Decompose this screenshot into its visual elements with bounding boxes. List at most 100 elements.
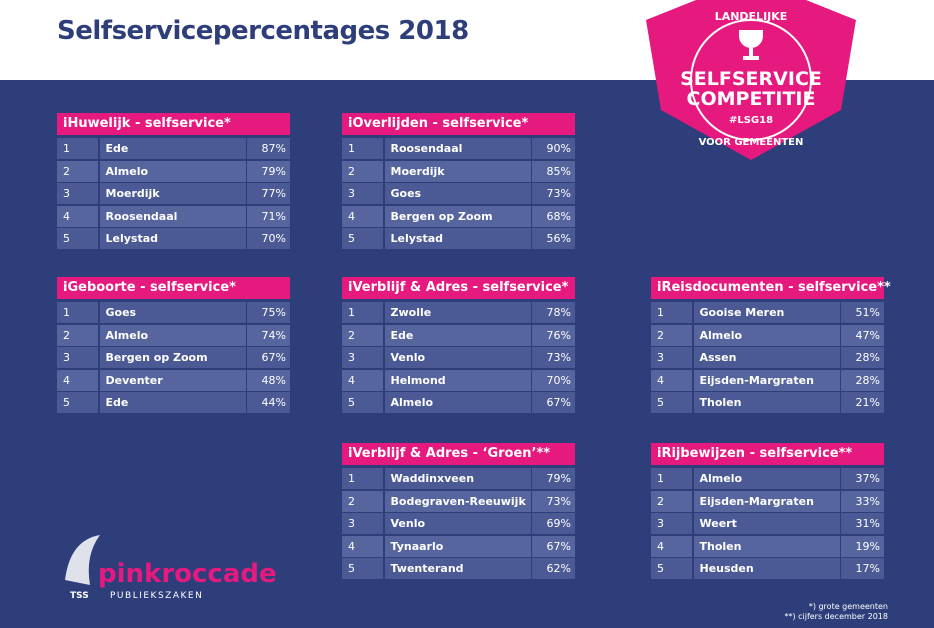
percentage: 19% [841,535,884,557]
percentage: 79% [532,468,575,489]
table-row: 5 Tholen 21% [651,392,884,413]
percentage: 21% [841,392,884,413]
municipality: Bergen op Zoom [384,205,531,227]
municipality: Almelo [384,392,531,413]
rank: 3 [57,183,98,204]
rank: 5 [651,558,692,579]
rank: 2 [342,160,383,182]
footnotes: *) grote gemeenten **) cijfers december … [784,602,888,622]
table-row: 1 Ede 87% [57,138,290,159]
rank: 1 [57,138,98,159]
rank: 4 [342,205,383,227]
rank: 2 [342,324,383,346]
table-row: 3 Venlo 73% [342,347,575,368]
table-row: 1 Gooise Meren 51% [651,302,884,323]
logo-name: pinkroccade [98,559,277,589]
rank: 2 [342,490,383,512]
table-row: 2 Moerdijk 85% [342,160,575,182]
municipality: Tholen [693,392,840,413]
table-row: 4 Helmond 70% [342,369,575,391]
table-row: 1 Waddinxveen 79% [342,468,575,489]
table-title: iGeboorte - selfservice* [57,277,290,299]
badge-bottom: VOOR GEMEENTEN [699,137,804,148]
percentage: 78% [532,302,575,323]
rank: 1 [342,468,383,489]
rank: 3 [57,347,98,368]
table-title: iOverlijden - selfservice* [342,113,575,135]
table-row: 2 Almelo 79% [57,160,290,182]
percentage: 67% [247,347,290,368]
table-row: 5 Almelo 67% [342,392,575,413]
table-row: 1 Zwolle 78% [342,302,575,323]
percentage: 73% [532,347,575,368]
table-title: iRijbewijzen - selfservice** [651,443,884,465]
table-row: 1 Almelo 37% [651,468,884,489]
rank: 1 [342,138,383,159]
rank: 4 [57,369,98,391]
municipality: Eijsden-Margraten [693,369,840,391]
table-row: 3 Goes 73% [342,183,575,204]
municipality: Bergen op Zoom [99,347,246,368]
percentage: 70% [532,369,575,391]
municipality: Venlo [384,347,531,368]
percentage: 73% [532,183,575,204]
municipality: Tynaarlo [384,535,531,557]
page-title: Selfservicepercentages 2018 [57,16,469,46]
badge-line1: SELFSERVICE [680,68,822,90]
logo: pinkroccade TSS PUBLIEKSZAKEN [65,535,277,601]
percentage: 87% [247,138,290,159]
municipality: Heusden [693,558,840,579]
table-row: 4 Tholen 19% [651,535,884,557]
municipality: Roosendaal [99,205,246,227]
table-row: 2 Almelo 74% [57,324,290,346]
percentage: 85% [532,160,575,182]
table-title: iVerblijf & Adres - ‘Groen’** [342,443,575,465]
table-row: 3 Weert 31% [651,513,884,534]
percentage: 56% [532,228,575,249]
table-row: 4 Bergen op Zoom 68% [342,205,575,227]
table-row: 5 Lelystad 70% [57,228,290,249]
table-row: 4 Deventer 48% [57,369,290,391]
rank: 3 [651,347,692,368]
percentage: 71% [247,205,290,227]
municipality: Weert [693,513,840,534]
municipality: Almelo [99,160,246,182]
table-row: 5 Lelystad 56% [342,228,575,249]
rank: 5 [342,228,383,249]
logo-sub: PUBLIEKSZAKEN [110,591,203,601]
percentage: 37% [841,468,884,489]
rank: 4 [651,369,692,391]
table-title: iReisdocumenten - selfservice** [651,277,891,299]
ranking-table: iGeboorte - selfservice* 1 Goes 75% 2 Almelo 7… [57,277,290,415]
table-row: 2 Almelo 47% [651,324,884,346]
municipality: Eijsden-Margraten [693,490,840,512]
percentage: 74% [247,324,290,346]
rank: 5 [342,558,383,579]
percentage: 28% [841,347,884,368]
table-row: 3 Venlo 69% [342,513,575,534]
municipality: Almelo [99,324,246,346]
percentage: 51% [841,302,884,323]
municipality: Helmond [384,369,531,391]
ranking-table: iVerblijf & Adres - ‘Groen’** 1 Waddinxvee… [342,443,575,581]
table-row: 4 Roosendaal 71% [57,205,290,227]
rank: 4 [651,535,692,557]
rank: 2 [651,324,692,346]
municipality: Assen [693,347,840,368]
rank: 4 [57,205,98,227]
rank: 1 [57,302,98,323]
rank: 3 [342,347,383,368]
municipality: Bodegraven-Reeuwijk [384,490,531,512]
municipality: Goes [384,183,531,204]
percentage: 44% [247,392,290,413]
rank: 3 [342,513,383,534]
percentage: 62% [532,558,575,579]
rank: 2 [651,490,692,512]
percentage: 17% [841,558,884,579]
rank: 5 [651,392,692,413]
table-row: 2 Bodegraven-Reeuwijk 73% [342,490,575,512]
badge-line2: COMPETITIE [687,88,816,110]
rank: 5 [342,392,383,413]
percentage: 48% [247,369,290,391]
